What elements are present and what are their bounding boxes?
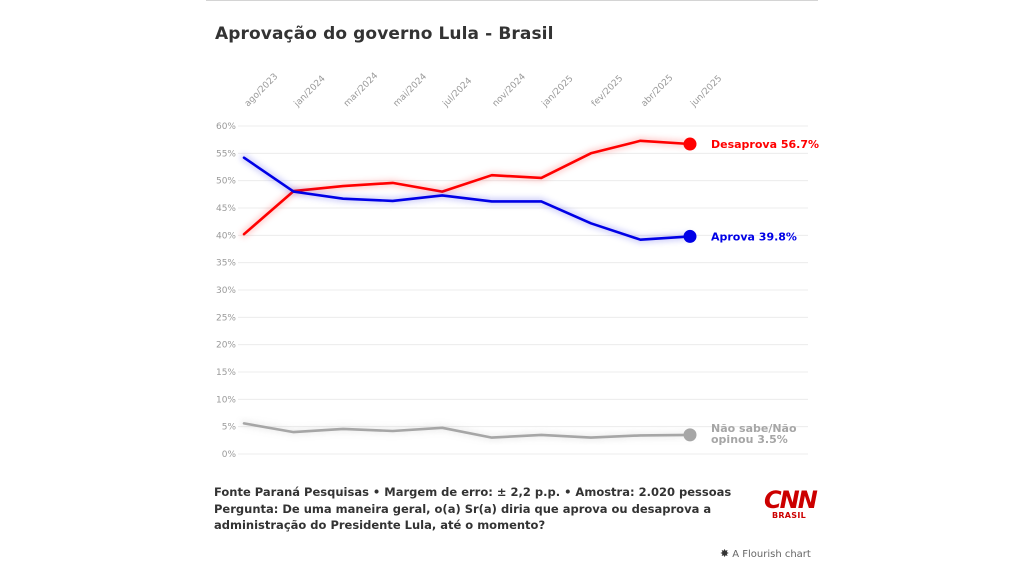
x-tick-label: nov/2024 [491, 72, 528, 109]
question-note: Pergunta: De uma maneira geral, o(a) Sr(… [214, 502, 712, 532]
y-tick-label: 45% [216, 204, 236, 214]
series-line [242, 139, 692, 236]
x-tick-label: jan/2025 [540, 74, 576, 110]
x-tick-label: fev/2025 [590, 74, 625, 109]
y-axis: 0% 5% 10% 15% 20% 25% 30% 35% 40% 45% 50% 55% 60% [216, 122, 236, 460]
flourish-star-icon: ✸ [720, 547, 730, 560]
chart-title: Aprovação do governo Lula - Brasil [215, 24, 554, 44]
y-tick-label: 20% [216, 341, 236, 351]
cnn-brasil-logo: CNN BRASIL [764, 486, 818, 522]
series-end-label: Desaprova 56.7% [711, 138, 819, 151]
series-line [242, 422, 692, 439]
series-end-label: Aprova 39.8% [711, 230, 797, 243]
y-tick-label: 15% [216, 368, 236, 378]
x-tick-label: jun/2025 [688, 74, 724, 110]
y-tick-label: 5% [222, 423, 237, 433]
y-tick-label: 40% [216, 231, 236, 241]
y-tick-label: 50% [216, 177, 236, 187]
top-divider [206, 0, 818, 1]
flourish-credit-text: A Flourish chart [732, 549, 811, 560]
y-tick-label: 30% [216, 286, 236, 296]
series-end-marker [683, 137, 697, 151]
end-labels: Desaprova 56.7% Aprova 39.8% Não sabe/Nãoo… [711, 138, 819, 446]
y-tick-label: 25% [216, 313, 236, 323]
source-note: Fonte Paraná Pesquisas • Margem de erro:… [214, 485, 732, 499]
x-tick-label: mar/2024 [342, 71, 380, 109]
series-end-label: Não sabe/Não [711, 422, 797, 435]
x-tick-label: abr/2025 [639, 73, 675, 109]
grid [238, 125, 808, 455]
series-group [240, 137, 697, 442]
y-tick-label: 35% [216, 259, 236, 269]
x-axis: ago/2023 jan/2024 mar/2024 mai/2024 jul/2024… [243, 71, 724, 110]
cnn-logo-subtext: BRASIL [771, 511, 807, 520]
y-tick-label: 10% [216, 395, 236, 405]
x-tick-label: ago/2023 [243, 72, 280, 109]
x-tick-label: jan/2024 [292, 74, 328, 110]
cnn-logo-text: CNN [764, 486, 818, 514]
series-glow [240, 137, 694, 238]
series-line [242, 156, 692, 241]
y-tick-label: 0% [222, 450, 237, 460]
y-tick-label: 60% [216, 122, 236, 132]
series-end-label: opinou 3.5% [711, 433, 788, 446]
flourish-credit-link[interactable]: ✸ A Flourish chart [720, 547, 811, 560]
series-end-marker [683, 229, 697, 243]
x-tick-label: jul/2024 [441, 76, 475, 110]
y-tick-label: 55% [216, 149, 236, 159]
x-tick-label: mai/2024 [392, 72, 429, 109]
series-end-marker [683, 428, 697, 442]
